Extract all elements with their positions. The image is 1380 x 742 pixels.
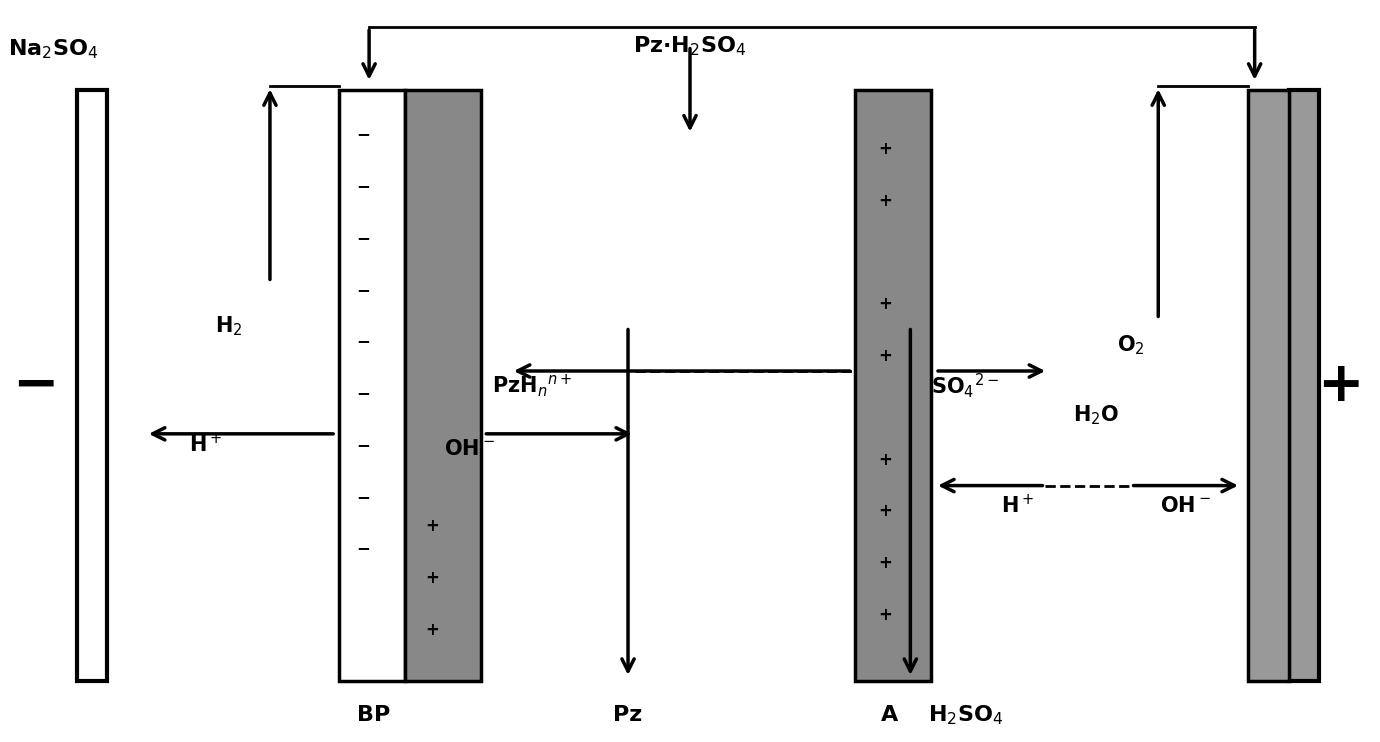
Bar bbox=[1289, 90, 1319, 681]
Text: BP: BP bbox=[356, 705, 391, 725]
Text: H$^+$: H$^+$ bbox=[189, 433, 222, 456]
Text: −: − bbox=[356, 539, 371, 557]
Text: H$_2$: H$_2$ bbox=[215, 315, 243, 338]
Text: +: + bbox=[879, 502, 893, 520]
Text: −: − bbox=[356, 487, 371, 505]
Text: +: + bbox=[879, 554, 893, 572]
Text: OH$^-$: OH$^-$ bbox=[444, 439, 495, 459]
Text: H$_2$SO$_4$: H$_2$SO$_4$ bbox=[927, 703, 1003, 726]
Text: H$_2$O: H$_2$O bbox=[1074, 404, 1119, 427]
Bar bbox=[339, 90, 404, 681]
Text: −: − bbox=[356, 125, 371, 143]
Bar bbox=[1248, 90, 1289, 681]
Text: −: − bbox=[356, 436, 371, 454]
Text: O$_2$: O$_2$ bbox=[1116, 333, 1144, 357]
Text: Pz: Pz bbox=[613, 705, 643, 725]
Text: +: + bbox=[879, 347, 893, 365]
Text: H$^+$: H$^+$ bbox=[1002, 494, 1035, 517]
Text: +: + bbox=[879, 606, 893, 624]
Text: −: − bbox=[356, 177, 371, 195]
Text: −: − bbox=[356, 332, 371, 350]
Text: +: + bbox=[879, 140, 893, 158]
Text: Pz·H$_2$SO$_4$: Pz·H$_2$SO$_4$ bbox=[633, 34, 747, 58]
Bar bbox=[856, 90, 932, 681]
Text: Na$_2$SO$_4$: Na$_2$SO$_4$ bbox=[8, 38, 99, 62]
Text: +: + bbox=[425, 517, 439, 535]
Text: −: − bbox=[356, 280, 371, 299]
Text: PzH$_n$$^{n+}$: PzH$_n$$^{n+}$ bbox=[491, 372, 571, 399]
Text: −: − bbox=[356, 384, 371, 402]
Text: +: + bbox=[425, 569, 439, 587]
Text: +: + bbox=[879, 295, 893, 313]
Text: SO$_4$$^{2-}$: SO$_4$$^{2-}$ bbox=[932, 372, 999, 400]
Text: +: + bbox=[879, 192, 893, 210]
Text: A: A bbox=[880, 705, 898, 725]
Text: −: − bbox=[356, 229, 371, 247]
Text: +: + bbox=[425, 621, 439, 639]
Text: −: − bbox=[12, 359, 59, 413]
Bar bbox=[404, 90, 480, 681]
Text: OH$^-$: OH$^-$ bbox=[1161, 496, 1212, 516]
Text: +: + bbox=[1317, 359, 1363, 413]
Text: +: + bbox=[879, 450, 893, 469]
Bar bbox=[77, 90, 108, 681]
